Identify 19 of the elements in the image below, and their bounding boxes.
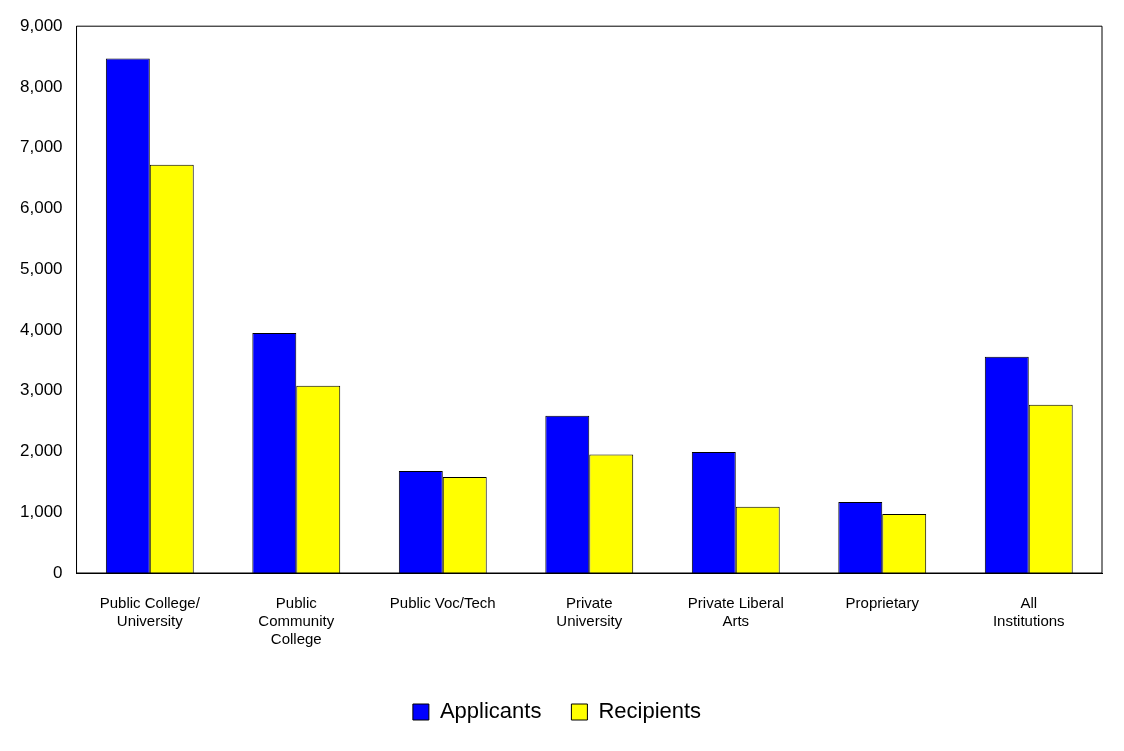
- x-tick-label: Public Voc/Tech: [389, 594, 496, 612]
- x-tick-label: Public College/ University: [99, 594, 201, 630]
- y-tick-label: 6,000: [19, 198, 63, 218]
- x-tick-label: Public Community College: [258, 594, 335, 648]
- y-tick-label: 9,000: [19, 15, 63, 35]
- legend-label: Recipients: [598, 698, 702, 724]
- y-tick-label: 2,000: [19, 441, 63, 461]
- y-tick-label: 3,000: [19, 380, 63, 400]
- y-tick-label: 7,000: [19, 137, 63, 157]
- y-tick-label: 8,000: [19, 76, 63, 96]
- y-tick-label: 0: [53, 562, 63, 582]
- y-tick-label: 5,000: [19, 258, 63, 278]
- x-tick-label: Private University: [556, 594, 623, 630]
- y-tick-label: 4,000: [19, 319, 63, 339]
- x-tick-label: Proprietary: [845, 594, 920, 612]
- legend-label: Applicants: [439, 698, 542, 724]
- y-tick-label: 1,000: [19, 501, 63, 521]
- x-tick-label: Private Liberal Arts: [687, 594, 784, 630]
- x-tick-label: All Institutions: [992, 594, 1065, 630]
